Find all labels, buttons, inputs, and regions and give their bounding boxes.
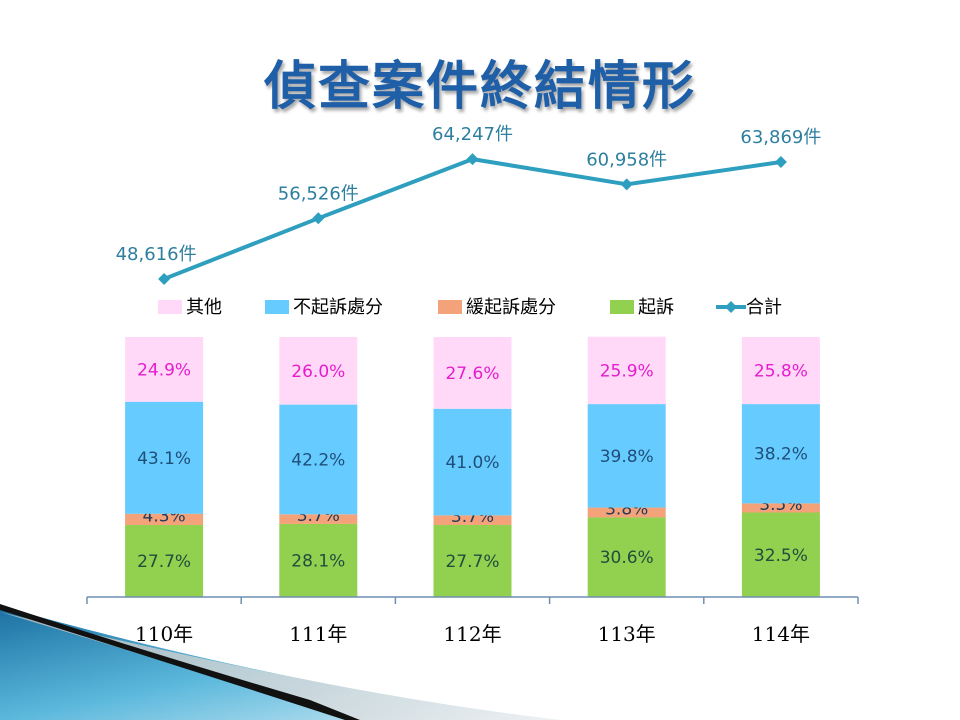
bar-segment (125, 513, 204, 525)
legend-swatch (265, 300, 289, 314)
bar-data-label: 24.9% (137, 360, 191, 380)
bar-segment (741, 337, 820, 405)
bar-data-label: 25.9% (600, 361, 654, 381)
line-data-label: 64,247件 (432, 124, 513, 145)
bar-segment (433, 337, 512, 409)
line-data-label: 60,958件 (586, 149, 667, 170)
line-data-label: 56,526件 (278, 183, 359, 204)
line-point-marker (620, 178, 633, 191)
bar-segment (433, 524, 512, 597)
bar-segment (125, 337, 204, 402)
x-tick-label: 110年 (135, 622, 193, 646)
x-tick-label: 113年 (598, 622, 656, 646)
x-tick-label: 114年 (752, 622, 810, 646)
legend-label: 緩起訴處分 (466, 297, 556, 318)
bar-data-label: 42.2% (291, 450, 345, 470)
bar-segment (279, 514, 358, 524)
bar-segment (741, 503, 820, 513)
line-point-marker (312, 212, 325, 225)
x-tick-label: 112年 (443, 622, 501, 646)
bar-segment (587, 336, 666, 405)
bar-data-label: 32.5% (754, 546, 808, 566)
legend-swatch (158, 300, 182, 314)
line-point-marker (774, 156, 787, 169)
bar-data-label: 26.0% (291, 362, 345, 382)
legend-label: 不起訴處分 (293, 297, 383, 318)
bar-data-label: 27.7% (445, 552, 499, 572)
bar-segment (587, 404, 666, 508)
line-series-total (163, 157, 782, 281)
line-point-marker (158, 272, 171, 285)
bar-segment (433, 408, 512, 516)
bar-data-label: 39.8% (600, 447, 654, 467)
bar-data-label: 28.1% (291, 551, 345, 571)
legend-label: 其他 (186, 297, 222, 318)
bar-data-label: 30.6% (600, 548, 654, 568)
bar-data-label: 41.0% (445, 453, 499, 473)
slide-title: 偵查案件終結情形 (263, 57, 696, 117)
bar-segment (741, 404, 820, 504)
x-tick-label: 111年 (289, 622, 347, 646)
legend-label: 起訴 (638, 297, 674, 318)
bar-segment (279, 523, 358, 597)
bar-segment (125, 401, 204, 514)
bar-segment (279, 404, 358, 515)
bar-data-label: 27.6% (445, 364, 499, 384)
bar-segment (587, 507, 666, 518)
bar-data-label: 25.8% (754, 362, 808, 382)
legend-label: 合計 (746, 297, 782, 318)
legend-swatch (438, 300, 462, 314)
bar-data-label: 43.1% (137, 449, 191, 469)
bar-segment (587, 517, 666, 597)
bar-segment (741, 512, 820, 597)
line-data-label: 48,616件 (116, 244, 197, 265)
line-point-marker (466, 153, 479, 166)
bar-segment (433, 515, 512, 525)
legend-swatch (610, 300, 634, 314)
bar-data-label: 38.2% (754, 445, 808, 465)
bar-segment (279, 337, 358, 405)
line-data-label: 63,869件 (740, 127, 821, 148)
bar-segment (125, 524, 204, 597)
legend-line-marker (725, 301, 737, 313)
bar-data-label: 27.7% (137, 552, 191, 572)
